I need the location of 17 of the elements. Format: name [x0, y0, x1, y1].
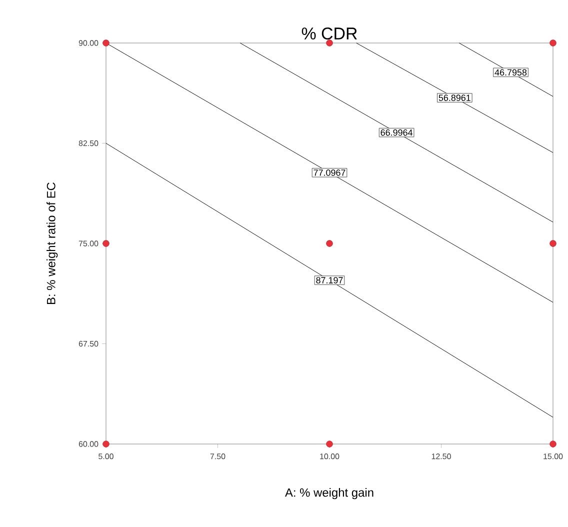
- series-label: 66.9964: [380, 129, 412, 136]
- x-axis-title: A: % weight gain: [284, 488, 374, 500]
- point: [326, 40, 333, 46]
- series-label: 87.197: [316, 277, 343, 284]
- point: [326, 440, 333, 448]
- point: [326, 240, 333, 247]
- series-label: 77.0967: [314, 169, 346, 176]
- point: [550, 440, 556, 448]
- point: [550, 240, 556, 247]
- point: [550, 40, 556, 46]
- series-label: 56.8961: [438, 94, 470, 101]
- point: [102, 440, 110, 448]
- series-label: 46.7958: [494, 69, 527, 76]
- chart-title: % CDR: [302, 28, 357, 40]
- point: [102, 240, 110, 247]
- point: [102, 40, 110, 46]
- y-axis-title: B: % weight ratio of EC: [46, 182, 58, 304]
